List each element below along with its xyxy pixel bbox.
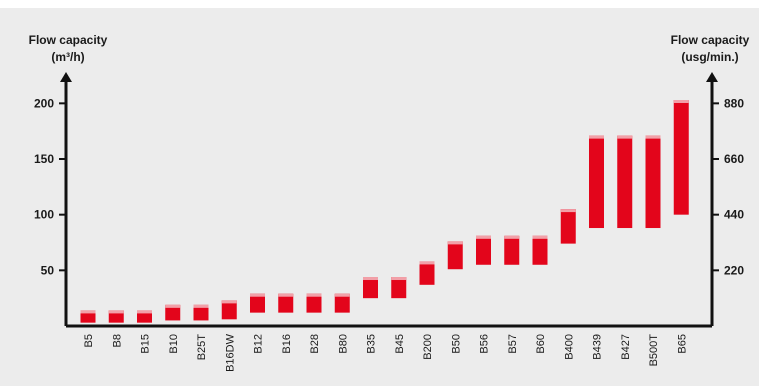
category-label-b16dw: B16DW bbox=[224, 333, 236, 372]
bar-top-highlight bbox=[589, 135, 604, 139]
bar-top-highlight bbox=[278, 293, 294, 297]
category-label-b12: B12 bbox=[253, 334, 265, 354]
right-axis-title-line1: Flow capacity bbox=[671, 33, 750, 47]
category-label-b57: B57 bbox=[507, 334, 519, 354]
bar-b35 bbox=[363, 277, 378, 299]
bar-b60 bbox=[532, 235, 548, 265]
right-tick-label: 660 bbox=[724, 152, 744, 166]
bar-top-highlight bbox=[447, 241, 463, 245]
category-label-b50: B50 bbox=[450, 334, 462, 354]
bar-b10 bbox=[165, 304, 181, 321]
bar-top-highlight bbox=[532, 235, 548, 239]
category-label-b8: B8 bbox=[111, 334, 123, 347]
left-axis-ticks: 50 100 150 200 bbox=[34, 96, 66, 277]
bar-b439 bbox=[589, 135, 604, 229]
category-label-b400: B400 bbox=[563, 334, 575, 360]
bar-top-highlight bbox=[108, 310, 124, 314]
category-label-b28: B28 bbox=[309, 334, 321, 354]
bar-b45 bbox=[391, 277, 407, 299]
left-axis-title-line2: (m³/h) bbox=[51, 50, 84, 64]
left-tick-label: 50 bbox=[41, 263, 55, 277]
bar-b15 bbox=[137, 310, 152, 323]
bar-b28 bbox=[306, 293, 322, 313]
right-tick-label: 220 bbox=[724, 263, 744, 277]
left-tick-label: 200 bbox=[34, 96, 54, 110]
bar-top-highlight bbox=[673, 100, 689, 103]
bar-top-highlight bbox=[391, 277, 407, 281]
category-label-b15: B15 bbox=[140, 334, 152, 354]
category-label-b10: B10 bbox=[168, 334, 180, 354]
right-axis-ticks: 220 440 660 880 bbox=[712, 96, 744, 277]
bar-top-highlight bbox=[137, 310, 152, 314]
bar-top-highlight bbox=[504, 235, 520, 239]
bar-top-highlight bbox=[617, 135, 633, 139]
category-label-b56: B56 bbox=[479, 334, 491, 354]
bar-top-highlight bbox=[419, 261, 435, 265]
bar-b25t bbox=[193, 304, 209, 321]
bar-b8 bbox=[108, 310, 124, 323]
plot-background bbox=[0, 8, 759, 386]
category-label-b200: B200 bbox=[422, 334, 434, 360]
bar-top-highlight bbox=[165, 304, 181, 308]
bar-b65 bbox=[673, 100, 689, 215]
category-label-b60: B60 bbox=[535, 334, 547, 354]
axes bbox=[60, 72, 718, 328]
category-label-b439: B439 bbox=[592, 334, 604, 360]
category-label-b5: B5 bbox=[83, 334, 95, 347]
bar-top-highlight bbox=[306, 293, 322, 297]
category-label-b45: B45 bbox=[394, 334, 406, 354]
bar-top-highlight bbox=[476, 235, 491, 239]
bar-top-highlight bbox=[193, 304, 209, 308]
bar-top-highlight bbox=[560, 209, 576, 213]
bar-b500t bbox=[645, 135, 661, 229]
category-label-b16: B16 bbox=[281, 334, 293, 354]
bar-b427 bbox=[617, 135, 633, 229]
right-axis-title-line2: (usg/min.) bbox=[681, 50, 738, 64]
bar-b50 bbox=[447, 241, 463, 270]
right-axis-arrow bbox=[706, 72, 718, 82]
bar-b16 bbox=[278, 293, 294, 313]
bar-b200 bbox=[419, 261, 435, 285]
bar-b400 bbox=[560, 209, 576, 244]
category-labels: B5 B8 B15 B10 B25T B16DW B12 B16 B28 B80 B35 B45 B20… bbox=[83, 333, 688, 372]
left-tick-label: 100 bbox=[34, 208, 54, 222]
bar-top-highlight bbox=[80, 310, 96, 314]
bar-b12 bbox=[250, 293, 265, 313]
bar-b57 bbox=[504, 235, 520, 265]
category-label-b427: B427 bbox=[620, 334, 632, 360]
category-label-b35: B35 bbox=[366, 334, 378, 354]
category-label-b500t: B500T bbox=[648, 334, 660, 367]
category-label-b25t: B25T bbox=[196, 334, 208, 361]
bar-top-highlight bbox=[221, 300, 237, 304]
category-label-b65: B65 bbox=[676, 334, 688, 354]
bar-top-highlight bbox=[334, 293, 350, 297]
category-label-b80: B80 bbox=[337, 334, 349, 354]
bars bbox=[80, 100, 689, 323]
bar-top-highlight bbox=[363, 277, 378, 281]
bar-top-highlight bbox=[250, 293, 265, 297]
right-tick-label: 880 bbox=[724, 96, 744, 110]
bar-b5 bbox=[80, 310, 96, 323]
left-tick-label: 150 bbox=[34, 152, 54, 166]
left-axis-title-line1: Flow capacity bbox=[29, 33, 108, 47]
bar-b56 bbox=[476, 235, 491, 265]
left-axis-arrow bbox=[60, 72, 72, 82]
bar-top-highlight bbox=[645, 135, 661, 139]
right-tick-label: 440 bbox=[724, 208, 744, 222]
bar-b80 bbox=[334, 293, 350, 313]
bar-b16dw bbox=[221, 300, 237, 320]
